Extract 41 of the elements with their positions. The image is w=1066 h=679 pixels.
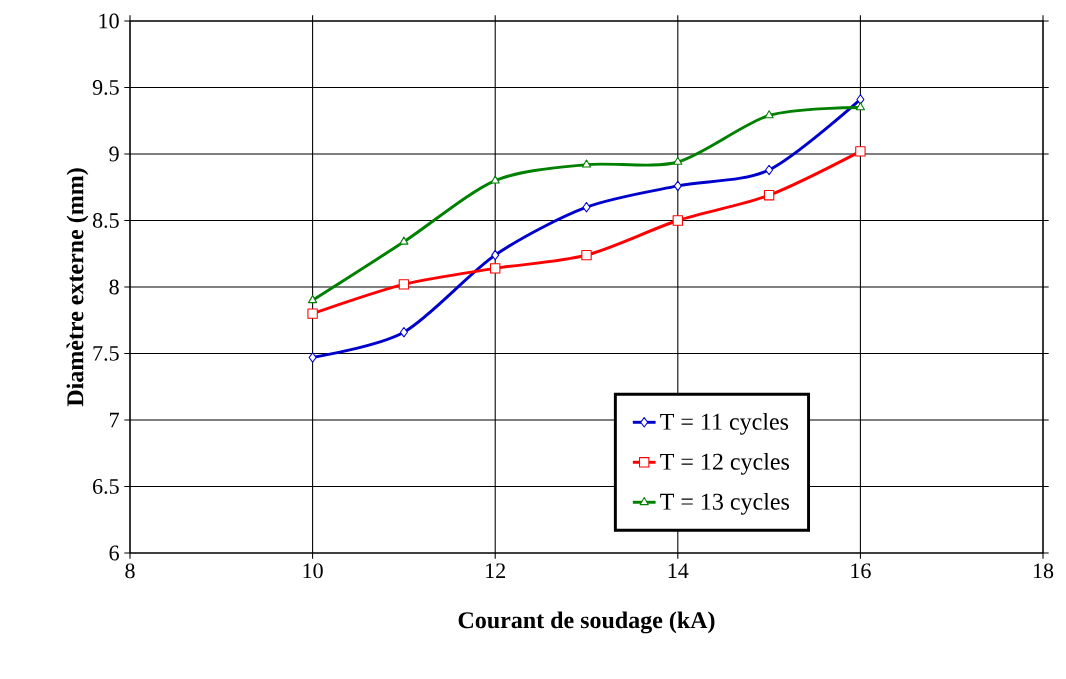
y-tick-label: 7 xyxy=(110,412,119,428)
y-tick-label: 6 xyxy=(109,545,119,561)
point xyxy=(673,156,683,165)
point xyxy=(308,295,318,304)
point xyxy=(399,327,408,338)
point xyxy=(855,146,866,157)
legend-label: T = 13 cycles xyxy=(660,492,790,515)
legend-label: T = 11 cycles xyxy=(660,412,789,435)
y-tick-label: 8 xyxy=(109,279,119,295)
legend-label: T = 12 cycles xyxy=(660,452,790,475)
y-axis-title: Diamètre externe (mm) xyxy=(66,168,89,407)
point xyxy=(490,263,501,274)
x-tick-label: 18 xyxy=(1033,563,1054,579)
point xyxy=(582,201,591,213)
point xyxy=(764,110,774,119)
point xyxy=(763,190,775,201)
y-tick-label: 7.5 xyxy=(93,346,119,361)
point xyxy=(672,215,684,226)
point xyxy=(581,159,592,168)
x-tick-label: 16 xyxy=(851,563,871,579)
point xyxy=(307,308,318,319)
x-tick-label: 12 xyxy=(486,563,505,578)
point xyxy=(855,102,865,111)
y-tick-label: 8.5 xyxy=(92,213,119,228)
point xyxy=(398,279,410,290)
point xyxy=(490,175,500,184)
x-tick-label: 8 xyxy=(125,563,135,579)
x-axis-title: Courant de soudage (kA) xyxy=(458,611,715,634)
x-tick-label: 14 xyxy=(668,563,689,578)
point xyxy=(491,249,500,261)
y-tick-label: 9.5 xyxy=(92,80,119,95)
point xyxy=(308,352,317,363)
point xyxy=(673,180,682,192)
point xyxy=(581,249,592,261)
y-tick-label: 9 xyxy=(109,146,119,162)
point xyxy=(856,94,865,105)
x-tick-label: 10 xyxy=(303,563,323,579)
point xyxy=(765,164,774,176)
y-tick-label: 10 xyxy=(99,13,119,29)
y-tick-label: 6.5 xyxy=(93,479,119,494)
point xyxy=(399,236,409,245)
